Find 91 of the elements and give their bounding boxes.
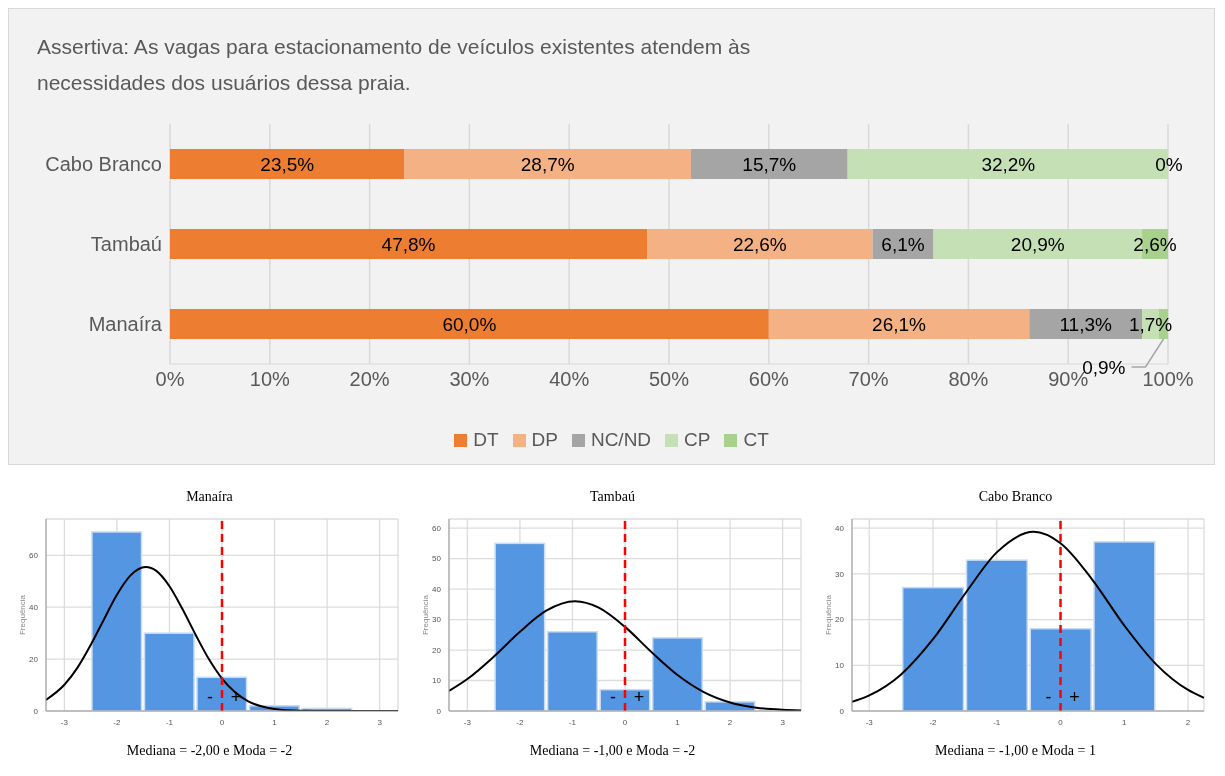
y-tick-label: 40 [29, 603, 39, 613]
data-label: 22,6% [732, 233, 787, 255]
data-label: 1,7% [1128, 313, 1173, 335]
data-label: 47,8% [381, 233, 436, 255]
text: Mediana = -1,00 e Moda = -2 [528, 743, 697, 759]
x-tick-label: 30% [449, 368, 490, 391]
legend-label: NC/ND [589, 429, 652, 451]
y-tick-label: Manaíra [88, 313, 163, 336]
x-tick-label: 0 [219, 717, 225, 727]
x-tick-label: 50% [648, 368, 690, 391]
y-tick-label: 60 [29, 551, 39, 561]
x-tick-label: -2 [929, 717, 938, 727]
data-label: 15,7% [742, 153, 797, 175]
bar [170, 309, 769, 339]
data-label: 2,6% [1133, 233, 1177, 255]
chart-title: Tambaú [589, 489, 636, 506]
x-tick-label: 0 [622, 717, 628, 727]
legend-label: DP [530, 429, 558, 451]
x-tick-label: 70% [848, 368, 889, 391]
text: Mediana = -2,00 e Moda = -2 [125, 743, 294, 759]
text: Mediana = -1,00 e Moda = 1 [934, 743, 1097, 759]
x-tick-label: 1 [272, 717, 278, 727]
data-label: 26,1% [872, 313, 927, 335]
data-label: 0% [1155, 153, 1183, 175]
x-tick-label: -1 [568, 717, 577, 727]
x-tick-label: -1 [993, 717, 1001, 727]
data-label: 20,9% [1010, 233, 1065, 255]
y-tick-label: Cabo Branco [45, 153, 162, 176]
data-label: 23,5% [260, 153, 315, 175]
y-tick-label: Tambaú [90, 233, 162, 256]
bar [768, 309, 1030, 339]
y-tick-label: 20 [29, 654, 39, 664]
annotation: - [610, 687, 616, 707]
x-tick-label: -2 [516, 717, 525, 727]
y-tick-label: 20 [835, 615, 845, 625]
data-label: 28,7% [520, 153, 575, 175]
legend-label: DT [472, 429, 499, 451]
y-axis-title: Frequência [823, 594, 833, 636]
x-tick-label: 0% [155, 368, 185, 391]
legend-label: CP [683, 429, 711, 451]
bar [170, 229, 648, 259]
x-tick-label: 10% [249, 368, 291, 391]
x-tick-label: 20% [349, 368, 390, 391]
annotation: + [1069, 687, 1080, 707]
y-tick-label: 40 [432, 584, 442, 594]
chart-title: Manaíra [185, 489, 234, 506]
x-tick-label: -3 [463, 717, 472, 727]
y-tick-label: 30 [432, 615, 442, 625]
x-tick-label: 1 [675, 717, 681, 727]
data-label: 6,1% [881, 233, 925, 255]
data-label: 60,0% [442, 313, 497, 335]
y-tick-label: 0 [839, 706, 845, 716]
x-tick-label: 2 [324, 717, 330, 727]
x-tick-label: 40% [549, 368, 590, 391]
line-series [852, 530, 1204, 703]
x-tick-label: 2 [1185, 717, 1191, 727]
bar [404, 149, 691, 179]
x-tick-label: 2 [727, 717, 733, 727]
annotation: - [207, 687, 213, 707]
y-tick-label: 10 [835, 661, 845, 671]
y-tick-label: 50 [432, 554, 442, 564]
x-tick-label: 60% [748, 368, 790, 391]
legend-label: CT [742, 429, 769, 451]
data-label: 32,2% [981, 153, 1036, 175]
x-tick-label: 0 [1058, 717, 1064, 727]
y-tick-label: 40 [835, 523, 845, 533]
y-tick-label: 0 [33, 706, 39, 716]
x-tick-label: 80% [948, 368, 989, 391]
annotation: - [1045, 687, 1052, 707]
annotation: + [633, 687, 645, 707]
x-tick-label: 3 [377, 717, 383, 727]
data-label: 11,3% [1059, 313, 1112, 335]
y-tick-label: 0 [436, 706, 442, 716]
y-tick-label: 30 [835, 569, 845, 579]
y-axis-title: Frequência [17, 594, 27, 636]
bar [690, 149, 848, 179]
y-tick-label: 20 [432, 645, 442, 655]
y-tick-label: 60 [432, 523, 442, 533]
x-tick-label: 1 [1122, 717, 1128, 727]
bar [170, 149, 405, 179]
x-tick-label: -3 [865, 717, 874, 727]
x-tick-label: 3 [780, 717, 786, 727]
chart-title: Cabo Branco [977, 489, 1054, 506]
x-tick-label: -2 [113, 717, 122, 727]
y-axis-title: Frequência [420, 594, 430, 636]
bar [647, 229, 873, 259]
chart-title: Assertiva: As vagas para estacionamento de veículos existentes atendem às necessidades dos usuários dessa praia. [36, 34, 752, 96]
x-tick-label: 100% [1142, 368, 1194, 391]
x-tick-label: -3 [60, 717, 69, 727]
y-tick-label: 10 [432, 676, 442, 686]
x-tick-label: -1 [165, 717, 174, 727]
